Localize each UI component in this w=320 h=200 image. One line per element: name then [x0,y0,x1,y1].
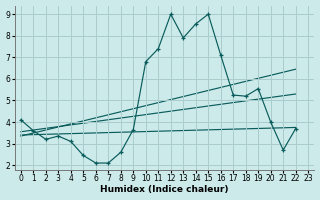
X-axis label: Humidex (Indice chaleur): Humidex (Indice chaleur) [100,185,229,194]
